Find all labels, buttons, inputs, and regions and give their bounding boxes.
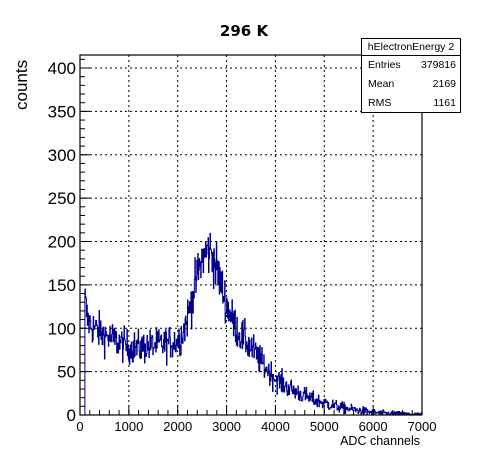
y-axis-label: counts — [12, 59, 31, 110]
stats-mean-row: Mean 2169 — [362, 75, 460, 94]
y-tick-label: 200 — [48, 233, 76, 252]
x-tick-label: 2000 — [163, 419, 192, 434]
x-tick-label: 4000 — [261, 419, 290, 434]
stats-box: hElectronEnergy 2 Entries 379816 Mean 21… — [361, 38, 461, 113]
axis-ticks — [79, 58, 423, 416]
y-tick-label: 350 — [48, 102, 76, 121]
y-tick-label: 0 — [67, 406, 76, 425]
chart-title: 296 K — [219, 22, 269, 40]
stats-entries-value: 379816 — [420, 59, 456, 71]
plot-frame — [79, 54, 423, 416]
stats-entries-row: Entries 379816 — [362, 56, 460, 75]
y-tick-label: 150 — [48, 276, 76, 295]
stats-entries-label: Entries — [368, 59, 401, 71]
y-tick-label: 250 — [48, 189, 76, 208]
histogram-line — [84, 232, 423, 416]
y-tick-label: 300 — [48, 146, 76, 165]
stats-mean-value: 2169 — [432, 78, 456, 90]
x-tick-label: 1000 — [114, 419, 143, 434]
stats-rms-label: RMS — [368, 97, 392, 109]
x-tick-label: 5000 — [310, 419, 339, 434]
y-tick-label: 50 — [57, 363, 76, 382]
stats-histogram-name: hElectronEnergy 2 — [362, 39, 460, 56]
histogram-series — [84, 232, 423, 416]
stats-rms-value: 1161 — [433, 97, 456, 109]
stats-mean-label: Mean — [368, 78, 395, 90]
x-tick-label: 0 — [76, 419, 83, 434]
x-tick-label: 3000 — [212, 419, 241, 434]
x-tick-label: 7000 — [408, 419, 437, 434]
x-tick-label: 6000 — [359, 419, 388, 434]
y-tick-label: 400 — [48, 59, 76, 78]
stats-rms-row: RMS 1161 — [362, 94, 460, 113]
y-tick-label: 100 — [48, 319, 76, 338]
x-axis-label: ADC channels — [340, 434, 420, 448]
axis-tick-labels: 0 1000 2000 3000 4000 5000 6000 7000 0 50 100 150 20… — [48, 59, 437, 434]
